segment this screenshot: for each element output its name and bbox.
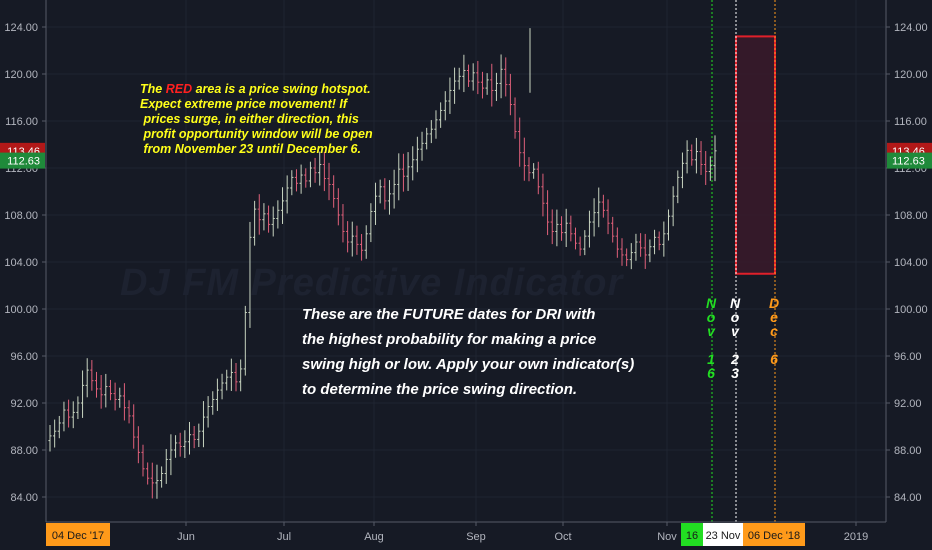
previous-price-label-left: 112.63: [7, 156, 40, 168]
hotspot-annotation: The RED area is a price swing hotspot. E…: [140, 82, 440, 157]
y-tick-label-left: 92.00: [10, 398, 38, 410]
x-tick-label: Oct: [554, 531, 571, 543]
y-tick-label-right: 84.00: [894, 492, 922, 504]
nov-16-date-label: 16: [686, 530, 698, 542]
dec-06-date-label-box: [743, 523, 805, 546]
date-marker-char: 3: [731, 365, 739, 381]
previous-price-tag-left: [0, 152, 45, 169]
y-tick-label-left: 88.00: [10, 445, 38, 457]
y-tick-label-left: 104.00: [4, 257, 38, 269]
start-date-label-box: [46, 523, 110, 546]
y-tick-label-left: 84.00: [10, 492, 38, 504]
x-tick-label: Sep: [466, 531, 486, 543]
nov-23-date-label: 23 Nov: [706, 530, 741, 542]
x-tick-label: Aug: [364, 531, 384, 543]
date-marker-char: o: [707, 309, 716, 325]
date-marker-char: 1: [707, 351, 715, 367]
x-tick-label: Jun: [177, 531, 195, 543]
hotspot-annotation-line5: from November 23 until December 6.: [143, 142, 361, 156]
y-tick-label-right: 120.00: [894, 69, 928, 81]
start-date-label: 04 Dec '17: [52, 530, 104, 542]
y-tick-label-left: 96.00: [10, 351, 38, 363]
y-tick-label-left: 124.00: [4, 22, 38, 34]
future-dates-line4: to determine the price swing direction.: [302, 381, 578, 398]
x-tick-label: Nov: [657, 531, 677, 543]
date-marker-char: N: [706, 295, 717, 311]
date-marker-char: v: [707, 323, 716, 339]
hotspot-layer: [735, 35, 776, 275]
y-tick-label-right: 100.00: [894, 304, 928, 316]
x-tick-label: Jul: [277, 531, 291, 543]
y-tick-label-right: 116.00: [894, 116, 927, 128]
nov-23-date-label-box: [703, 523, 743, 546]
date-marker-char: D: [769, 295, 779, 311]
x-tick-label: 2019: [844, 531, 868, 543]
hotspot-area: [735, 35, 776, 275]
price-bars: [48, 28, 717, 499]
date-marker-char: 6: [707, 365, 715, 381]
date-marker-char: 6: [770, 351, 778, 367]
future-dates-line1: These are the FUTURE dates for DRI with: [302, 306, 596, 323]
y-tick-label-left: 100.00: [4, 304, 38, 316]
date-marker-char: e: [770, 309, 778, 325]
y-tick-label-right: 108.00: [894, 210, 928, 222]
y-tick-label-right: 88.00: [894, 445, 922, 457]
previous-price-label-right: 112.63: [892, 156, 925, 168]
hotspot-annotation-line1-pre: The: [140, 82, 166, 96]
hotspot-annotation-line2: Expect extreme price movement! If: [140, 97, 348, 111]
y-tick-label-right: 124.00: [894, 22, 928, 34]
y-tick-label-right: 92.00: [894, 398, 922, 410]
future-dates-annotation: These are the FUTURE dates for DRI with …: [302, 302, 722, 402]
hotspot-annotation-red-word: RED: [165, 82, 193, 96]
date-marker-char: v: [731, 323, 740, 339]
future-dates-line2: the highest probability for making a pri…: [302, 331, 597, 348]
y-tick-label-left: 108.00: [4, 210, 38, 222]
hotspot-annotation-line3: prices surge, in either direction, this: [143, 112, 359, 126]
y-tick-label-left: 120.00: [4, 69, 38, 81]
date-marker-char: c: [770, 323, 778, 339]
hotspot-annotation-line4: profit opportunity window will be open: [143, 127, 373, 141]
y-tick-label-right: 96.00: [894, 351, 922, 363]
date-marker-char: o: [731, 309, 740, 325]
y-tick-label-left: 116.00: [5, 116, 38, 128]
date-marker-char: 2: [730, 351, 739, 367]
y-tick-label-right: 104.00: [894, 257, 928, 269]
future-dates-line3: swing high or low. Apply your own indica…: [302, 356, 635, 373]
hotspot-annotation-line1-post: area is a price swing hotspot.: [192, 82, 371, 96]
dec-06-date-label: 06 Dec '18: [748, 530, 800, 542]
nov-16-date-label-box: [681, 523, 703, 546]
grid: [46, 0, 886, 522]
date-marker-char: N: [730, 295, 741, 311]
previous-price-tag-right: [887, 152, 932, 169]
left-price-axis[interactable]: 124.00120.00116.00112.00108.00104.00100.…: [4, 22, 46, 504]
watermark: DJ FM Predictive Indicator: [120, 262, 624, 304]
time-axis[interactable]: Jun Jul Aug Sep Oct Nov 2019 04 Dec '17 16 23 Nov…: [46, 522, 868, 546]
